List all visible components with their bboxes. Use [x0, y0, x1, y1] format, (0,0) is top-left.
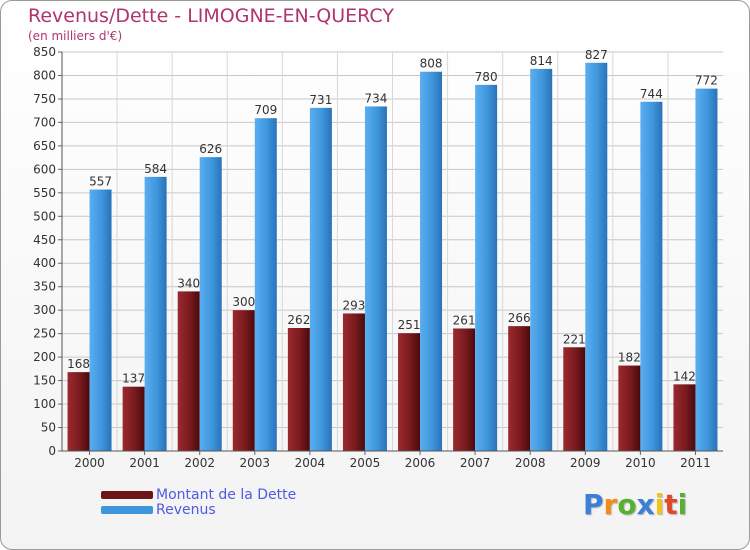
bar-revenus-2010 — [640, 101, 663, 452]
data-label-debt-2003: 300 — [232, 295, 255, 309]
y-tick-label: 700 — [33, 115, 56, 129]
logo-letter: x — [636, 488, 655, 521]
bar-debt-2001 — [122, 386, 145, 451]
data-label-debt-2010: 182 — [618, 351, 641, 365]
x-tick-label: 2010 — [625, 456, 656, 470]
y-tick-label: 550 — [33, 186, 56, 200]
data-label-revenus-2005: 734 — [365, 91, 388, 105]
logo-letter: P — [583, 488, 604, 521]
y-tick-label: 450 — [33, 233, 56, 247]
legend-label-debt: Montant de la Dette — [156, 487, 297, 503]
data-label-debt-2009: 221 — [563, 332, 586, 346]
bar-debt-2005 — [342, 313, 365, 451]
bar-debt-2006 — [398, 333, 421, 451]
chart-title: Revenus/Dette - LIMOGNE-EN-QUERCY — [28, 5, 394, 27]
data-label-revenus-2011: 772 — [695, 74, 718, 88]
y-tick-label: 650 — [33, 139, 56, 153]
bar-revenus-2002 — [199, 157, 222, 451]
y-tick-label: 50 — [41, 421, 56, 435]
logo-letter: r — [603, 488, 618, 521]
data-label-revenus-2001: 584 — [144, 162, 167, 176]
data-label-revenus-2010: 744 — [640, 87, 663, 101]
legend-swatch-debt — [101, 491, 153, 499]
bar-revenus-2001 — [144, 176, 167, 451]
legend-label-revenus: Revenus — [156, 502, 216, 518]
bar-revenus-2004 — [309, 107, 332, 452]
x-tick-label: 2003 — [240, 456, 271, 470]
bar-debt-2009 — [563, 347, 586, 451]
data-label-revenus-2007: 780 — [475, 70, 498, 84]
chart-subtitle: (en milliers d'€) — [28, 29, 123, 43]
data-label-debt-2002: 340 — [177, 276, 200, 290]
data-label-revenus-2009: 827 — [585, 48, 608, 62]
logo-letter: i — [654, 488, 665, 521]
y-tick-label: 750 — [33, 92, 56, 106]
legend-swatch-revenus — [101, 506, 153, 514]
y-tick-label: 300 — [33, 303, 56, 317]
x-tick-label: 2007 — [460, 456, 491, 470]
data-label-revenus-2002: 626 — [199, 142, 222, 156]
bar-debt-2000 — [67, 372, 90, 451]
x-tick-label: 2009 — [570, 456, 601, 470]
x-tick-label: 2006 — [405, 456, 436, 470]
logo-letter: t — [664, 488, 678, 521]
data-label-debt-2008: 266 — [508, 311, 531, 325]
data-label-debt-2007: 261 — [453, 313, 476, 327]
y-tick-label: 150 — [33, 374, 56, 388]
y-tick-label: 350 — [33, 280, 56, 294]
y-tick-label: 850 — [33, 45, 56, 59]
x-tick-label: 2008 — [515, 456, 546, 470]
data-label-revenus-2003: 709 — [254, 103, 277, 117]
bar-revenus-2000 — [89, 189, 112, 451]
x-tick-label: 2002 — [184, 456, 215, 470]
x-tick-label: 2005 — [350, 456, 381, 470]
bar-revenus-2008 — [530, 68, 553, 451]
data-label-revenus-2008: 814 — [530, 54, 553, 68]
y-tick-label: 0 — [48, 444, 56, 458]
data-label-debt-2000: 168 — [67, 357, 90, 371]
data-label-debt-2004: 262 — [287, 313, 310, 327]
bar-revenus-2011 — [695, 88, 718, 451]
data-label-debt-2005: 293 — [343, 298, 366, 312]
data-label-revenus-2004: 731 — [309, 93, 332, 107]
bar-debt-2002 — [177, 291, 200, 451]
x-tick-label: 2001 — [129, 456, 160, 470]
bar-debt-2004 — [287, 328, 310, 451]
bar-revenus-2006 — [420, 71, 443, 451]
bar-revenus-2009 — [585, 62, 608, 451]
data-label-revenus-2006: 808 — [420, 57, 443, 71]
data-label-debt-2001: 137 — [122, 372, 145, 386]
y-tick-label: 100 — [33, 397, 56, 411]
logo-letter: i — [677, 488, 688, 521]
y-tick-label: 800 — [33, 68, 56, 82]
data-label-revenus-2000: 557 — [89, 175, 112, 189]
bar-debt-2011 — [673, 384, 696, 451]
bar-debt-2008 — [508, 326, 531, 451]
y-tick-label: 500 — [33, 209, 56, 223]
logo-letter: o — [617, 488, 637, 521]
x-tick-label: 2011 — [680, 456, 711, 470]
data-label-debt-2006: 251 — [398, 318, 421, 332]
proxiti-logo: Proxiti — [583, 488, 687, 521]
y-tick-label: 600 — [33, 162, 56, 176]
data-label-debt-2011: 142 — [673, 369, 696, 383]
x-tick-label: 2000 — [74, 456, 105, 470]
x-tick-label: 2004 — [295, 456, 326, 470]
y-tick-label: 400 — [33, 256, 56, 270]
bar-revenus-2005 — [364, 106, 387, 451]
bar-debt-2003 — [232, 310, 255, 451]
bar-revenus-2003 — [254, 118, 277, 451]
bar-revenus-2007 — [475, 84, 498, 451]
bar-debt-2010 — [618, 365, 641, 451]
y-tick-label: 250 — [33, 327, 56, 341]
bar-debt-2007 — [453, 328, 476, 451]
y-tick-label: 200 — [33, 350, 56, 364]
